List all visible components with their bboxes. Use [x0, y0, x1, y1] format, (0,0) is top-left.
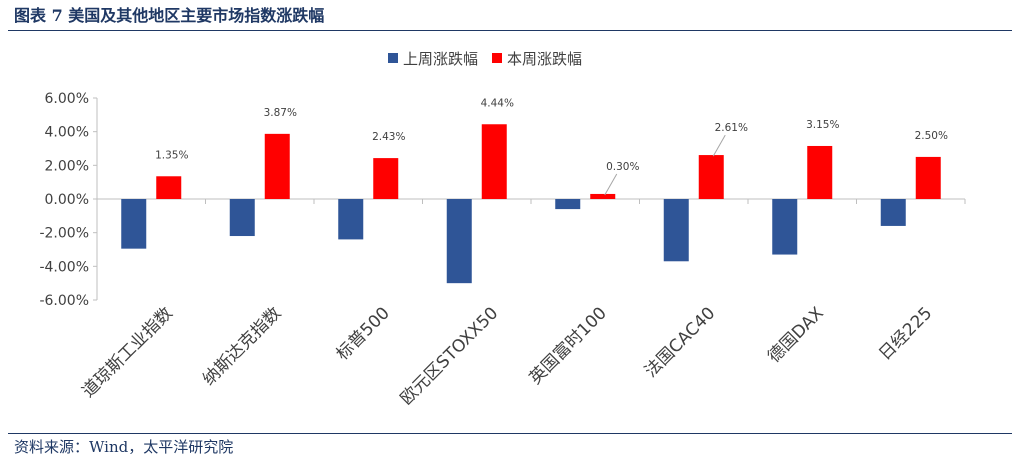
bar-this-week [481, 124, 507, 199]
header-rule [8, 30, 1012, 31]
y-tick-label: 0.00% [45, 192, 89, 208]
data-label-this-week: 2.50% [915, 130, 948, 142]
data-label-this-week: 4.44% [481, 97, 514, 109]
data-label-this-week: 1.35% [155, 149, 188, 161]
data-label-this-week: 0.30% [606, 161, 639, 173]
x-category-label: 道琼斯工业指数 [78, 303, 176, 401]
data-label-this-week: 2.61% [715, 122, 748, 134]
data-label-this-week: 3.15% [806, 119, 839, 131]
bar-last-week [555, 199, 581, 210]
bar-last-week [446, 199, 472, 284]
footer-rule [8, 433, 1012, 434]
bar-last-week [121, 199, 147, 249]
data-label-leader [712, 134, 726, 157]
y-tick-label: -4.00% [39, 259, 89, 275]
bar-this-week [373, 158, 399, 199]
y-tick-label: -2.00% [39, 226, 89, 242]
x-category-label: 欧元区STOXX50 [397, 303, 503, 409]
bar-this-week [264, 133, 290, 199]
legend-label-this-week: 本周涨跌幅 [507, 49, 583, 68]
y-tick-label: 6.00% [45, 91, 89, 107]
chart-legend: 上周涨跌幅 本周涨跌幅 [388, 48, 596, 68]
x-category-label: 法国CAC40 [641, 303, 719, 381]
legend-swatch-this-week [492, 53, 503, 63]
bar-this-week [590, 193, 616, 199]
figure-title: 图表 7 美国及其他地区主要市场指数涨跌幅 [14, 6, 325, 25]
x-category-label: 英国富时100 [526, 303, 611, 388]
bar-this-week [915, 156, 941, 199]
source-note: 资料来源：Wind，太平洋研究院 [14, 438, 234, 456]
y-tick-label: 4.00% [45, 125, 89, 141]
legend-item-this-week: 本周涨跌幅 [492, 48, 582, 69]
data-label-this-week: 2.43% [372, 131, 405, 143]
data-label-leader [604, 173, 618, 196]
y-tick-label: 2.00% [45, 158, 89, 174]
bar-last-week [229, 199, 255, 237]
x-category-label: 标普500 [333, 303, 394, 364]
bar-last-week [880, 199, 906, 226]
bar-this-week [156, 176, 182, 199]
y-tick-label: -6.00% [39, 293, 89, 309]
data-label-this-week: 3.87% [264, 107, 297, 119]
x-category-label: 德国DAX [764, 303, 828, 367]
x-category-label: 日经225 [875, 303, 936, 364]
legend-item-last-week: 上周涨跌幅 [388, 48, 478, 69]
x-category-label: 纳斯达克指数 [199, 303, 285, 389]
legend-swatch-last-week [388, 53, 398, 63]
bar-last-week [663, 199, 689, 262]
bar-this-week [698, 155, 724, 199]
bar-last-week [772, 199, 798, 255]
bar-this-week [807, 145, 833, 199]
bar-last-week [338, 199, 364, 240]
legend-label-last-week: 上周涨跌幅 [403, 49, 479, 68]
